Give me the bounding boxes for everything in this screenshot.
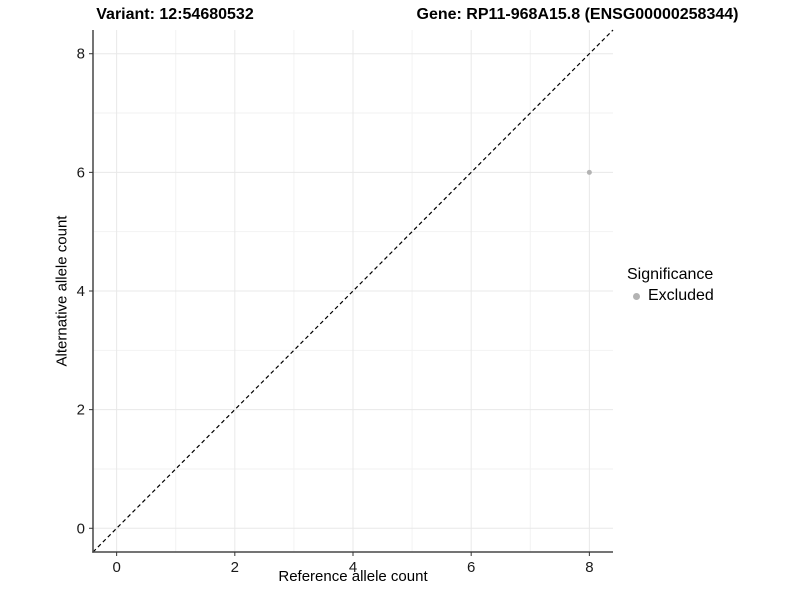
legend-title: Significance [627,266,714,283]
data-point [586,169,592,175]
gene-title: Gene: RP11-968A15.8 (ENSG00000258344) [416,6,739,23]
x-tick-label: 6 [467,559,475,576]
x-tick-label: 4 [349,559,357,576]
x-tick-label: 2 [231,559,239,576]
identity-line [92,29,614,553]
legend-item-excluded: Excluded [627,287,714,305]
x-tick-label: 8 [585,559,593,576]
variant-title: Variant: 12:54680532 [96,6,254,23]
y-tick-label: 4 [77,283,85,300]
x-axis-title: Reference allele count [278,568,428,585]
y-tick-label: 2 [77,402,85,419]
legend-item-label: Excluded [648,287,714,304]
legend: Significance Excluded [627,266,714,305]
y-tick-label: 6 [77,164,85,181]
legend-point-icon [633,292,640,300]
x-tick-label: 0 [112,559,120,576]
y-tick-label: 0 [77,520,85,537]
y-tick-label: 8 [77,46,85,63]
